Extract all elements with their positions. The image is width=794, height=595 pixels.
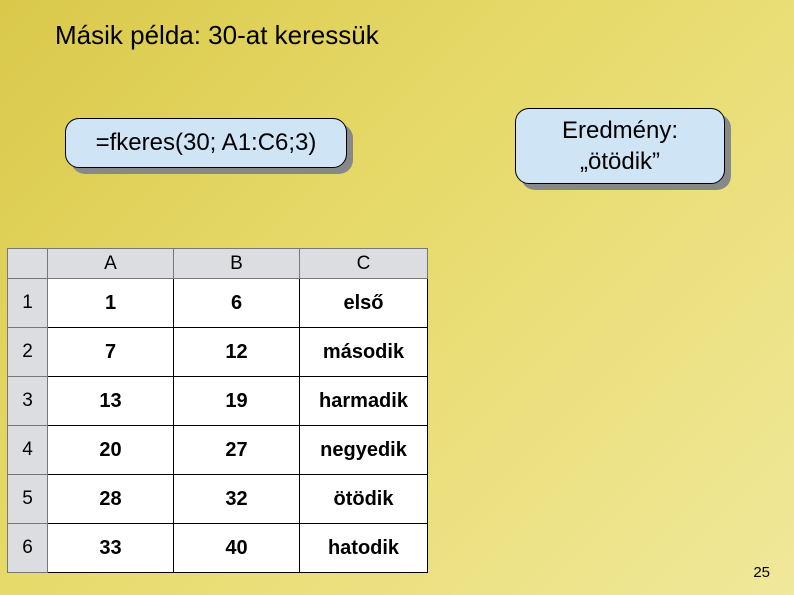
formula-box: =fkeres(30; A1:C6;3): [65, 118, 347, 168]
cell: 7: [48, 328, 174, 377]
cell: 28: [48, 475, 174, 524]
row-header: 6: [8, 524, 48, 573]
cell: 32: [174, 475, 300, 524]
cell: első: [300, 279, 428, 328]
table-row: 4 20 27 negyedik: [8, 426, 428, 475]
cell: hatodik: [300, 524, 428, 573]
col-header: A: [48, 249, 174, 279]
row-header: 4: [8, 426, 48, 475]
cell: 40: [174, 524, 300, 573]
cell: harmadik: [300, 377, 428, 426]
table-row: 3 13 19 harmadik: [8, 377, 428, 426]
result-value: „ötödik”: [532, 146, 708, 177]
slide-title: Másik példa: 30-at keressük: [55, 20, 379, 51]
cell: 1: [48, 279, 174, 328]
cell: 27: [174, 426, 300, 475]
cell: 6: [174, 279, 300, 328]
table-row: 1 1 6 első: [8, 279, 428, 328]
col-header: B: [174, 249, 300, 279]
cell: ötödik: [300, 475, 428, 524]
spreadsheet: A B C 1 1 6 első 2 7 12 második 3 13 19 …: [7, 248, 428, 573]
cell: 12: [174, 328, 300, 377]
row-header: 5: [8, 475, 48, 524]
result-box: Eredmény: „ötödik”: [515, 108, 725, 184]
formula-text: =fkeres(30; A1:C6;3): [65, 118, 347, 168]
corner-cell: [8, 249, 48, 279]
result-label: Eredmény:: [532, 115, 708, 146]
row-header: 1: [8, 279, 48, 328]
col-header: C: [300, 249, 428, 279]
row-header: 2: [8, 328, 48, 377]
cell: 19: [174, 377, 300, 426]
row-header: 3: [8, 377, 48, 426]
table-row: 6 33 40 hatodik: [8, 524, 428, 573]
page-number: 25: [753, 564, 770, 581]
cell: negyedik: [300, 426, 428, 475]
cell: 20: [48, 426, 174, 475]
cell: 33: [48, 524, 174, 573]
table-row: 2 7 12 második: [8, 328, 428, 377]
cell: második: [300, 328, 428, 377]
cell: 13: [48, 377, 174, 426]
table-row: 5 28 32 ötödik: [8, 475, 428, 524]
